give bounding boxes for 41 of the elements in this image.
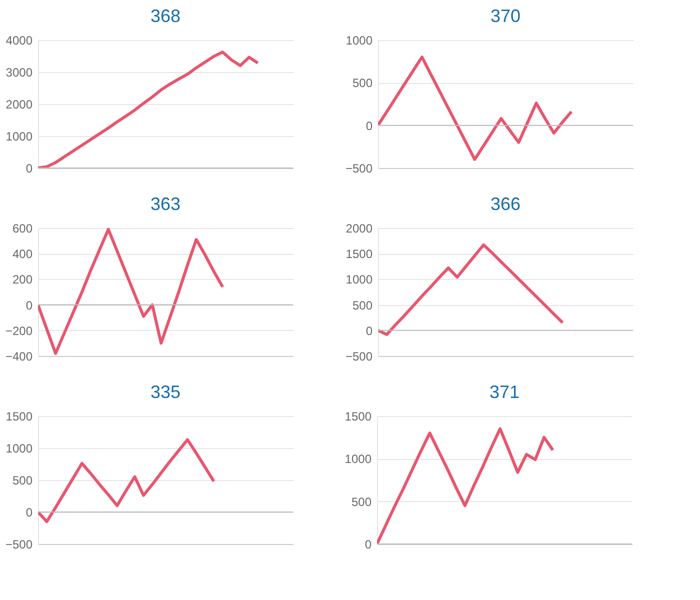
line-series bbox=[38, 50, 260, 168]
y-tick-label: 1500 bbox=[346, 247, 373, 262]
chart-title: 335 bbox=[150, 382, 181, 402]
y-tick-label: 1000 bbox=[6, 130, 33, 144]
y-tick-label: 500 bbox=[351, 494, 372, 509]
line-series bbox=[378, 243, 564, 336]
y-tick-label: 1000 bbox=[346, 272, 373, 287]
y-tick-label: 600 bbox=[12, 222, 33, 236]
y-tick-label: 4000 bbox=[6, 34, 33, 48]
y-tick-label: 0 bbox=[366, 324, 373, 338]
line-series bbox=[377, 427, 554, 544]
y-tick-label: −500 bbox=[345, 162, 373, 176]
line-series bbox=[378, 56, 573, 161]
y-tick-label: 1000 bbox=[344, 452, 372, 466]
y-tick-label: 3000 bbox=[6, 66, 33, 80]
y-tick-label: 1000 bbox=[6, 442, 33, 456]
y-tick-label: 1000 bbox=[346, 34, 373, 48]
line-series bbox=[38, 438, 216, 524]
y-tick-label: 0 bbox=[366, 118, 373, 133]
y-tick-label: 2000 bbox=[6, 98, 33, 112]
chart-title: 366 bbox=[490, 194, 521, 214]
y-tick-label: −500 bbox=[345, 350, 373, 364]
chart-title: 371 bbox=[489, 382, 520, 402]
y-tick-label: 1500 bbox=[344, 410, 372, 424]
y-tick-label: 0 bbox=[364, 538, 372, 552]
y-tick-label: 0 bbox=[26, 506, 33, 520]
y-tick-label: −400 bbox=[5, 350, 33, 364]
chart-title: 368 bbox=[150, 6, 181, 26]
y-tick-label: 400 bbox=[12, 247, 33, 262]
y-tick-label: 2000 bbox=[346, 222, 373, 236]
y-tick-label: 200 bbox=[12, 272, 33, 287]
y-tick-label: −500 bbox=[5, 538, 33, 552]
y-tick-label: 500 bbox=[352, 298, 373, 312]
chart-title: 370 bbox=[490, 6, 521, 26]
y-tick-label: 1500 bbox=[6, 410, 33, 424]
y-tick-label: 0 bbox=[26, 298, 33, 312]
y-tick-label: −200 bbox=[5, 324, 33, 338]
y-tick-label: 500 bbox=[12, 474, 33, 488]
y-tick-label: 0 bbox=[26, 162, 33, 176]
y-tick-label: 500 bbox=[352, 76, 373, 90]
chart-title: 363 bbox=[150, 194, 181, 214]
